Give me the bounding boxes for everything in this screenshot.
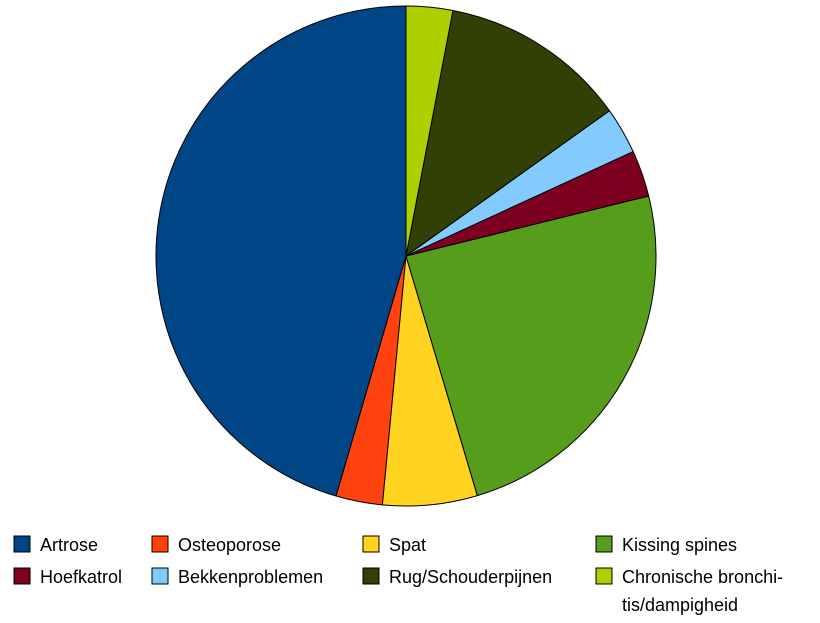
legend-swatch-kissing-spines xyxy=(595,535,613,553)
legend-label-spat: Spat xyxy=(389,535,426,555)
legend-label-hoefkatrol: Hoefkatrol xyxy=(40,567,122,587)
pie-slice-artrose xyxy=(155,5,407,497)
pie-slice-rug-schouderpijnen xyxy=(405,9,610,257)
legend-label-kissing-spines: Kissing spines xyxy=(622,535,737,555)
legend-swatch-chronische-bronchitis-dampigheid xyxy=(595,567,613,585)
legend-label-rug-schouderpijnen: Rug/Schouderpijnen xyxy=(389,567,552,587)
legend-swatch-rug-schouderpijnen xyxy=(362,567,380,585)
pie-slice-chronische-bronchitis-dampigheid xyxy=(405,5,454,257)
legend-swatch-spat xyxy=(362,535,380,553)
legend-swatch-hoefkatrol xyxy=(13,567,31,585)
legend-item-bekkenproblemen: Bekkenproblemen xyxy=(151,567,323,587)
pie-slice-kissing-spines xyxy=(405,195,657,497)
legend-item-hoefkatrol: Hoefkatrol xyxy=(13,567,122,587)
legend-swatch-bekkenproblemen xyxy=(151,567,169,585)
legend-label-chronische-bronchitis-dampigheid-line-2: tis/dampigheid xyxy=(622,595,738,615)
legend-label-osteoporose: Osteoporose xyxy=(178,535,281,555)
legend-item-spat: Spat xyxy=(362,535,426,555)
legend-label-artrose: Artrose xyxy=(40,535,98,555)
legend-swatch-artrose xyxy=(13,535,31,553)
legend-label-bekkenproblemen: Bekkenproblemen xyxy=(178,567,323,587)
legend-item-chronische-bronchitis-dampigheid: Chronische bronchi-tis/dampigheid xyxy=(595,567,783,615)
legend-item-kissing-spines: Kissing spines xyxy=(595,535,737,555)
legend-swatch-osteoporose xyxy=(151,535,169,553)
legend-item-rug-schouderpijnen: Rug/Schouderpijnen xyxy=(362,567,552,587)
legend-item-osteoporose: Osteoporose xyxy=(151,535,281,555)
pie-slices xyxy=(155,5,657,507)
legend: Artrose Osteoporose Spat Kissing spines Hoef… xyxy=(13,535,783,615)
legend-item-artrose: Artrose xyxy=(13,535,98,555)
legend-label-chronische-bronchitis-dampigheid: Chronische bronchi- xyxy=(622,567,783,587)
